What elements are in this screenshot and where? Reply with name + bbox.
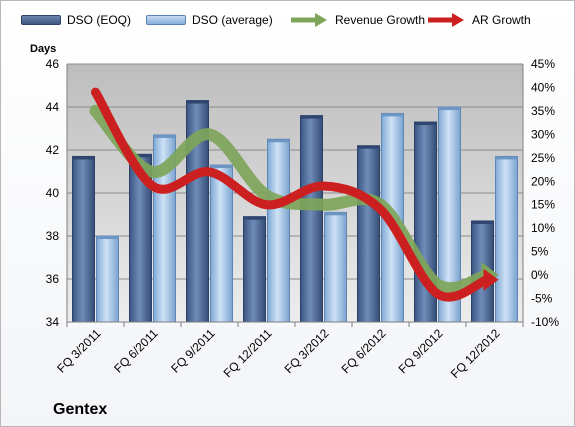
bar-dso-average-2 xyxy=(210,164,233,323)
y-tick-label-6: 46 xyxy=(46,57,60,71)
arrowhead-ar-growth xyxy=(483,268,499,291)
bar-cap-dso-eoq-6 xyxy=(414,122,437,126)
y-tick-label-3: 40 xyxy=(46,186,60,200)
legend-swatch-ar-growth xyxy=(428,13,464,27)
legend-revenue-growth: Revenue Growth xyxy=(289,12,425,28)
bar-cap-dso-average-2 xyxy=(210,165,233,169)
bar-cap-dso-eoq-0 xyxy=(72,156,95,160)
y2-tick-label-2: 0% xyxy=(531,268,549,282)
legend-swatch-revenue-growth xyxy=(291,13,327,27)
y2-tick-label-7: 25% xyxy=(531,151,555,165)
legend-swatch-dso-average xyxy=(146,15,186,25)
y2-tick-label-11: 45% xyxy=(531,57,555,71)
bar-dso-average-0 xyxy=(96,235,119,323)
bar-cap-dso-average-7 xyxy=(495,156,518,160)
legend-label-dso-average: DSO (average) xyxy=(192,13,273,27)
y-tick-label-4: 42 xyxy=(46,143,60,157)
legend-label-dso-eoq: DSO (EOQ) xyxy=(67,13,132,27)
chart-legend: DSO (EOQ) DSO (average) Revenue Growth A… xyxy=(21,9,561,31)
y-axis-title: Days xyxy=(30,43,57,55)
bar-cap-dso-eoq-2 xyxy=(186,100,209,104)
bar-cap-dso-average-5 xyxy=(381,113,404,117)
bar-cap-dso-eoq-4 xyxy=(300,115,323,119)
y2-tick-label-8: 30% xyxy=(531,127,555,141)
company-name: Gentex xyxy=(53,401,108,418)
bar-dso-eoq-3 xyxy=(243,216,266,323)
bar-dso-eoq-5 xyxy=(357,145,380,323)
axes xyxy=(66,64,524,327)
x-tick-label-0: FQ 3/2011 xyxy=(54,326,104,376)
bar-cap-dso-eoq-1 xyxy=(129,154,152,158)
legend-ar-growth: AR Growth xyxy=(426,12,531,28)
line-ar-growth xyxy=(91,87,491,302)
legend-label-ar-growth: AR Growth xyxy=(472,13,531,27)
y2-tick-label-6: 20% xyxy=(531,174,555,188)
bar-cap-dso-average-6 xyxy=(438,107,461,110)
y-tick-label-1: 36 xyxy=(46,272,60,286)
bar-cap-dso-average-0 xyxy=(96,236,119,239)
x-tick-label-3: FQ 12/2011 xyxy=(221,326,275,380)
bar-cap-dso-average-4 xyxy=(324,212,347,216)
y-tick-label-5: 44 xyxy=(46,100,60,114)
y2-tick-label-9: 35% xyxy=(531,104,555,118)
legend-label-revenue-growth: Revenue Growth xyxy=(335,13,426,27)
bar-dso-average-7 xyxy=(495,155,518,323)
x-tick-label-5: FQ 6/2012 xyxy=(339,326,389,376)
growth-lines xyxy=(89,87,499,302)
bar-dso-average-4 xyxy=(324,211,347,323)
x-tick-label-7: FQ 12/2012 xyxy=(448,326,503,381)
y2-tick-label-10: 40% xyxy=(531,80,555,94)
y2-tick-label-1: -5% xyxy=(531,292,553,306)
x-tick-label-1: FQ 6/2011 xyxy=(111,326,161,376)
legend-swatch-dso-eoq xyxy=(21,15,61,25)
bar-dso-average-3 xyxy=(267,138,290,323)
x-tick-label-6: FQ 9/2012 xyxy=(396,326,446,376)
legend-dso-eoq: DSO (EOQ) xyxy=(21,12,131,28)
bar-cap-dso-eoq-3 xyxy=(243,216,266,220)
x-tick-label-2: FQ 9/2011 xyxy=(168,326,218,376)
bar-dso-eoq-0 xyxy=(72,155,95,323)
y2-tick-label-0: -10% xyxy=(531,315,559,329)
bar-dso-eoq-4 xyxy=(300,115,323,323)
y-tick-label-2: 38 xyxy=(46,229,60,243)
bar-cap-dso-average-1 xyxy=(153,134,176,138)
y2-tick-label-4: 10% xyxy=(531,221,555,235)
x-tick-label-4: FQ 3/2012 xyxy=(282,326,332,376)
bar-cap-dso-average-3 xyxy=(267,139,290,143)
y2-tick-label-3: 5% xyxy=(531,245,549,259)
y-tick-label-0: 34 xyxy=(46,315,60,329)
legend-dso-average: DSO (average) xyxy=(146,12,273,28)
y2-tick-label-5: 15% xyxy=(531,198,555,212)
bar-cap-dso-eoq-5 xyxy=(357,145,380,149)
bar-cap-dso-eoq-7 xyxy=(471,220,494,224)
